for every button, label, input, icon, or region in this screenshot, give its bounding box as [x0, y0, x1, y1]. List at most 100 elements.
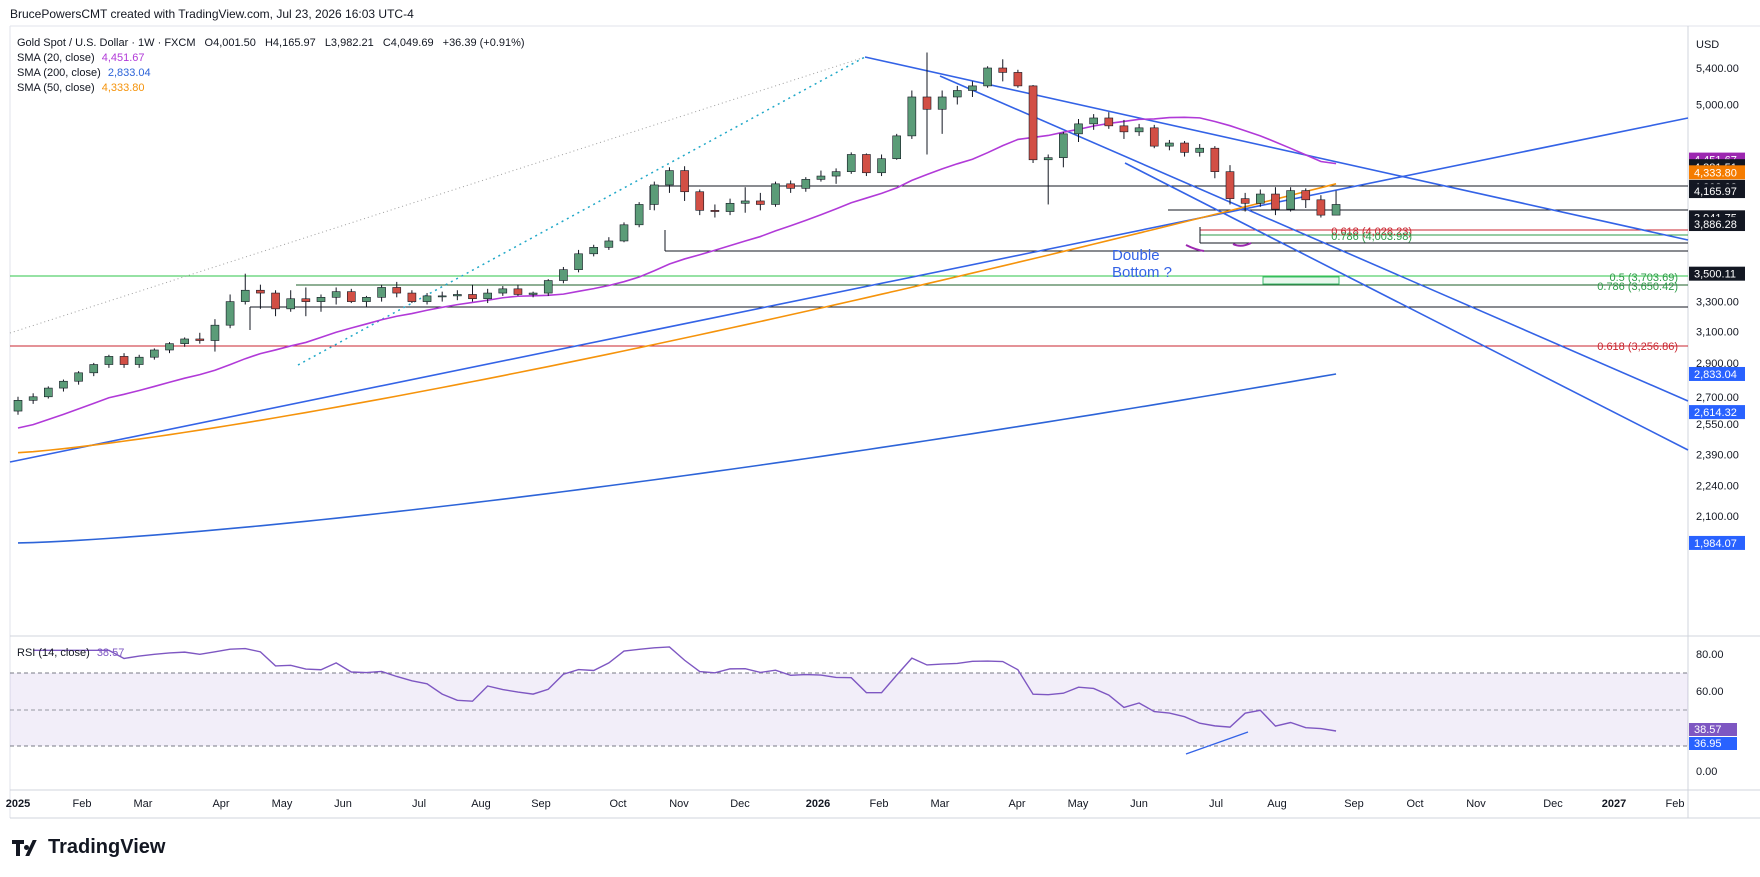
candle[interactable] [1119, 119, 1129, 139]
rsi-axis[interactable]: 80.00 60.00 0.00 38.57 36.95 [1689, 649, 1737, 778]
candle[interactable] [286, 290, 296, 312]
candle[interactable] [1089, 114, 1098, 130]
candle[interactable] [28, 393, 38, 404]
candle[interactable] [1195, 144, 1204, 157]
candle[interactable] [831, 168, 841, 184]
candle[interactable] [862, 153, 871, 177]
trendline-support[interactable] [9, 117, 1689, 463]
candle[interactable] [1256, 189, 1265, 207]
candle[interactable] [649, 181, 659, 211]
trendline-steep-channel[interactable] [1124, 162, 1689, 451]
candle[interactable] [195, 332, 205, 344]
candle[interactable] [59, 379, 68, 392]
rsi-trendline[interactable] [1185, 731, 1249, 755]
candle[interactable] [1043, 154, 1053, 205]
candle[interactable] [983, 66, 992, 88]
candle[interactable] [468, 284, 477, 302]
price-axis[interactable]: 5,400.00 5,000.00 3,300.00 3,100.00 2,900.00… [1696, 63, 1739, 523]
candle[interactable] [422, 293, 432, 305]
candle[interactable] [846, 152, 856, 174]
candle[interactable] [453, 290, 462, 301]
candle[interactable] [968, 81, 977, 97]
candle[interactable] [604, 237, 614, 250]
candle[interactable] [1104, 112, 1114, 129]
double-bottom-mark-left[interactable] [1185, 244, 1205, 252]
candle[interactable] [362, 295, 371, 308]
candle[interactable] [1271, 187, 1280, 216]
candle[interactable] [483, 288, 492, 304]
candle[interactable] [225, 294, 235, 329]
candle[interactable] [43, 386, 53, 399]
price-marker[interactable]: 3,886.28 [1689, 217, 1745, 232]
price-marker[interactable]: 2,833.04 [1689, 366, 1745, 381]
candle[interactable] [589, 244, 599, 257]
sma20-line[interactable] [17, 116, 1337, 429]
candle[interactable] [1013, 69, 1023, 88]
candle[interactable] [892, 133, 902, 160]
candle[interactable] [756, 192, 765, 211]
candle[interactable] [680, 166, 689, 201]
candle[interactable] [574, 249, 583, 273]
target-zone-box[interactable] [1262, 276, 1340, 285]
candle[interactable] [1240, 192, 1250, 212]
candle[interactable] [816, 170, 826, 182]
candle[interactable] [119, 353, 129, 368]
candle[interactable] [377, 284, 386, 302]
candle[interactable] [210, 319, 220, 352]
candle[interactable] [634, 202, 644, 228]
candle[interactable] [786, 180, 795, 193]
candle[interactable] [1028, 84, 1038, 163]
candle[interactable] [1059, 131, 1068, 168]
candle[interactable] [74, 371, 83, 385]
candle[interactable] [513, 284, 523, 296]
candle[interactable] [1331, 190, 1341, 216]
candle[interactable] [104, 354, 114, 368]
candle[interactable] [165, 342, 174, 354]
candle[interactable] [150, 348, 159, 360]
candle[interactable] [937, 90, 947, 134]
candle[interactable] [543, 279, 553, 296]
sma20-legend-row[interactable]: SMA (20, close) 4,451.67 [17, 51, 525, 66]
candle[interactable] [922, 52, 932, 155]
candle[interactable] [437, 291, 447, 302]
price-marker[interactable]: 1,984.07 [1689, 535, 1745, 550]
candle[interactable] [559, 266, 568, 284]
trendline-mid-channel[interactable] [939, 75, 1689, 402]
candle[interactable] [1210, 146, 1220, 179]
tradingview-logo[interactable]: TradingView [12, 836, 165, 859]
candle[interactable] [316, 294, 326, 312]
candle[interactable] [1180, 140, 1189, 157]
annotation-line-1[interactable]: Double [1112, 247, 1160, 264]
dotted-gray-line[interactable] [9, 56, 866, 334]
sma50-legend-row[interactable]: SMA (50, close) 4,333.80 [17, 81, 525, 96]
candle[interactable] [498, 286, 508, 296]
candle[interactable] [740, 187, 750, 213]
candle[interactable] [134, 354, 144, 368]
price-marker[interactable]: 3,500.11 [1689, 266, 1745, 281]
rsi-legend[interactable]: RSI (14, close) 38.57 [17, 647, 124, 659]
rsi-line[interactable] [33, 646, 1337, 732]
candle[interactable] [528, 291, 538, 298]
candle[interactable] [301, 287, 311, 317]
candle[interactable] [1149, 124, 1159, 149]
symbol-legend-row[interactable]: Gold Spot / U.S. Dollar · 1W · FXCM O4,0… [17, 36, 525, 51]
annotation-line-2[interactable]: Bottom ? [1112, 264, 1172, 281]
candle[interactable] [771, 181, 780, 207]
candle[interactable] [619, 222, 629, 243]
candle[interactable] [331, 287, 341, 305]
candle[interactable] [407, 290, 417, 304]
candle[interactable] [1225, 165, 1235, 205]
candle[interactable] [240, 273, 250, 305]
candle[interactable] [256, 284, 265, 309]
price-marker[interactable]: 2,614.32 [1689, 405, 1745, 420]
candle[interactable] [695, 189, 705, 216]
candle[interactable] [1301, 188, 1311, 208]
candle[interactable] [710, 204, 720, 218]
candle[interactable] [89, 362, 99, 377]
price-marker[interactable]: 4,165.97 [1689, 184, 1745, 199]
sma200-legend-row[interactable]: SMA (200, close) 2,833.04 [17, 66, 525, 81]
candle[interactable] [1165, 139, 1174, 151]
candle[interactable] [952, 85, 962, 105]
candle[interactable] [180, 337, 189, 347]
